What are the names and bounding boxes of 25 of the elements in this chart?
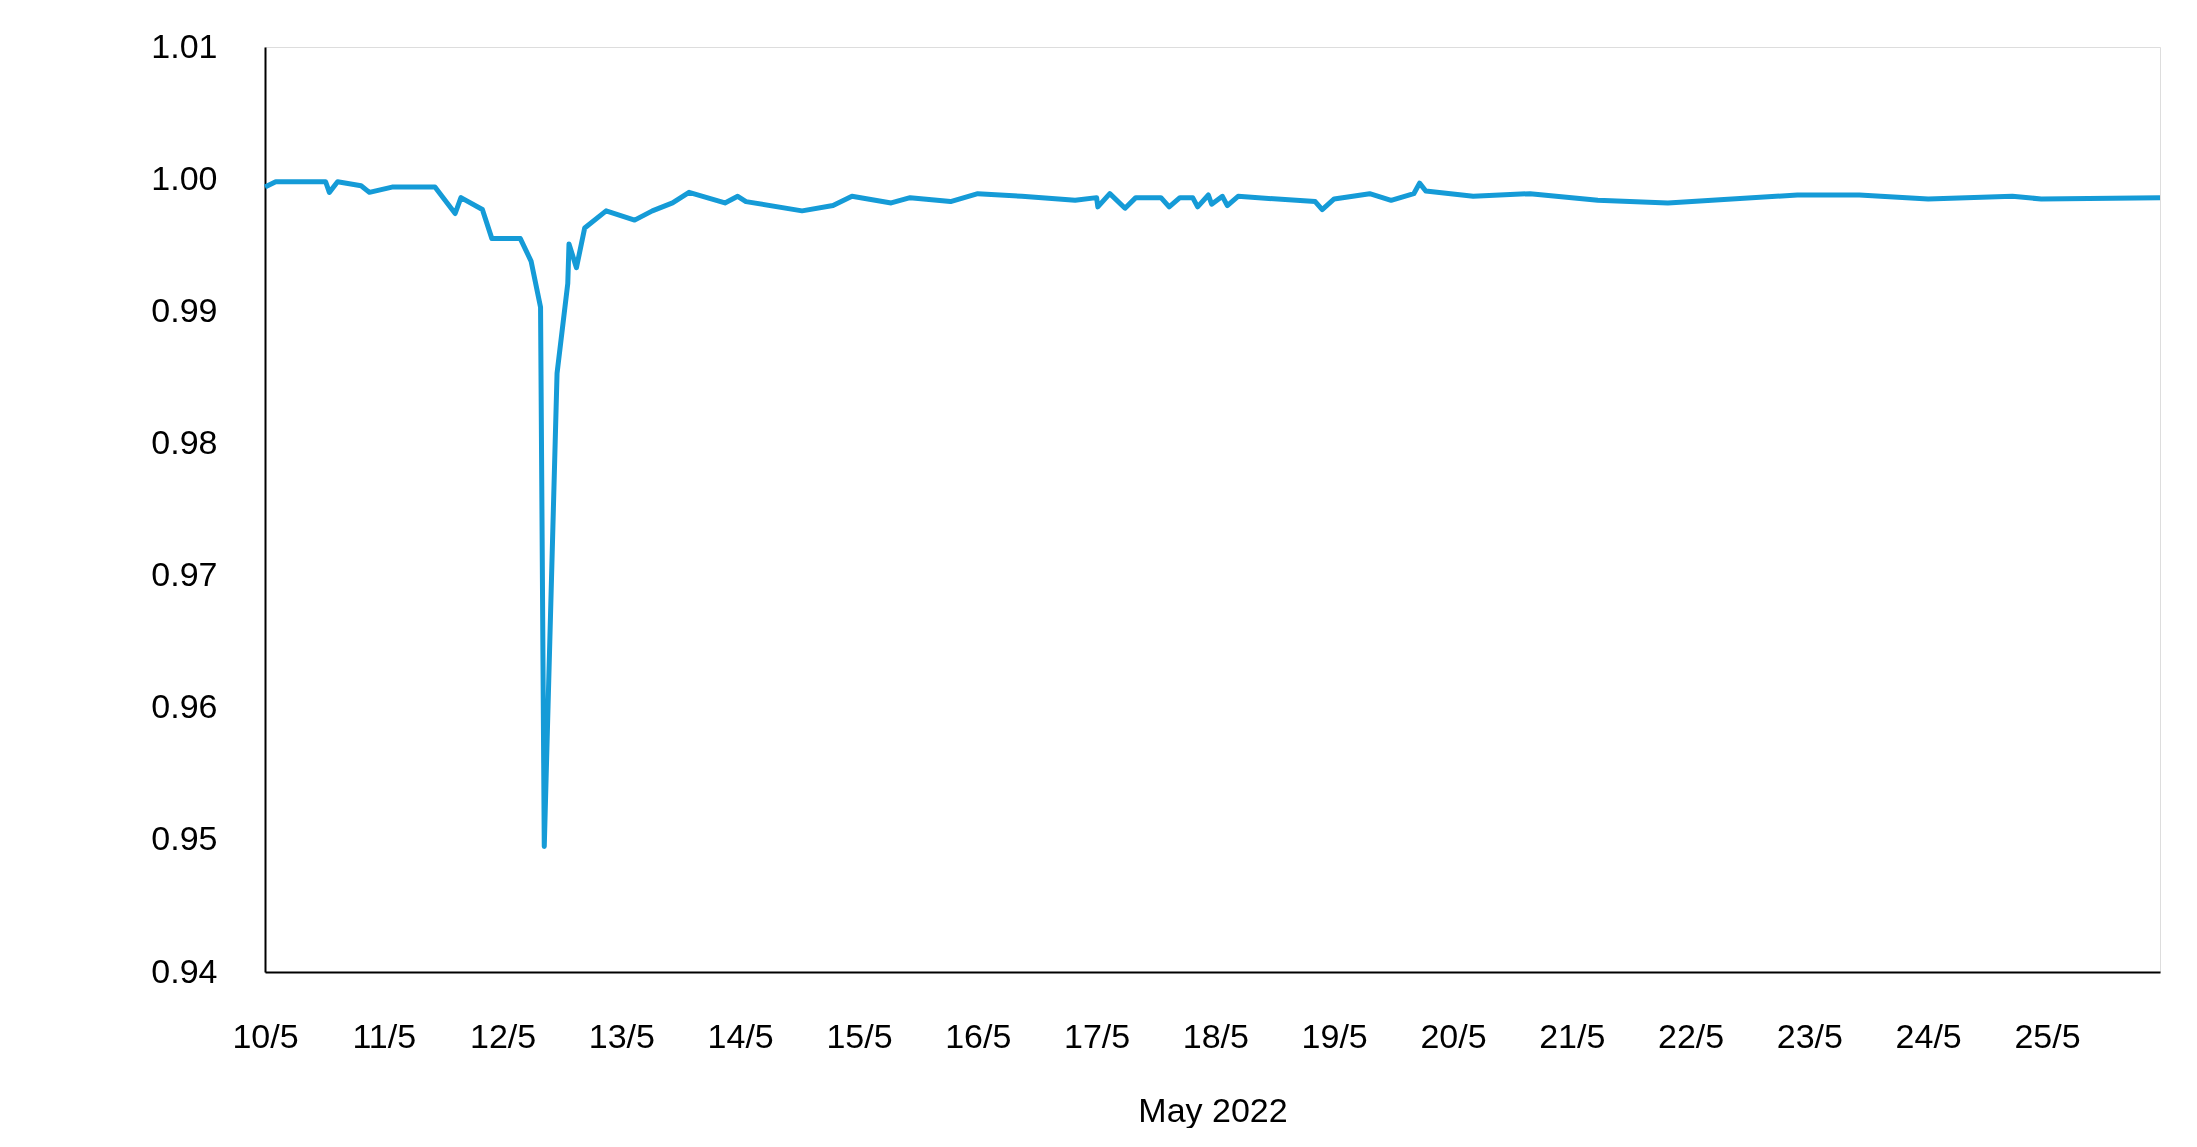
y-tick-label: 0.94 [151,951,218,990]
x-tick-label: 25/5 [2014,1016,2081,1055]
x-axis-title: May 2022 [1138,1090,1288,1129]
x-tick-label: 21/5 [1539,1016,1606,1055]
x-tick-label: 12/5 [470,1016,537,1055]
x-tick-label: 16/5 [945,1016,1012,1055]
y-tick-label: 1.00 [151,158,218,197]
x-tick-label: 18/5 [1182,1016,1249,1055]
x-tick-label: 10/5 [232,1016,299,1055]
x-tick-label: 13/5 [588,1016,655,1055]
x-tick-label: 22/5 [1657,1016,1725,1055]
x-tick-label: 19/5 [1301,1016,1368,1055]
x-tick-label: 20/5 [1420,1016,1487,1055]
y-tick-label: 0.98 [151,422,218,461]
y-tick-label: 0.97 [151,555,218,594]
y-tick-label: 1.01 [151,26,218,65]
x-tick-label: 17/5 [1064,1016,1131,1055]
x-tick-label: 14/5 [707,1016,774,1055]
y-tick-label: 0.96 [151,687,218,726]
y-tick-label: 0.95 [151,819,218,858]
x-tick-label: 11/5 [352,1016,417,1055]
x-tick-label: 24/5 [1895,1016,1962,1055]
x-tick-label: 23/5 [1776,1016,1843,1055]
y-tick-label: 0.99 [151,290,218,329]
x-tick-label: 15/5 [826,1016,893,1055]
